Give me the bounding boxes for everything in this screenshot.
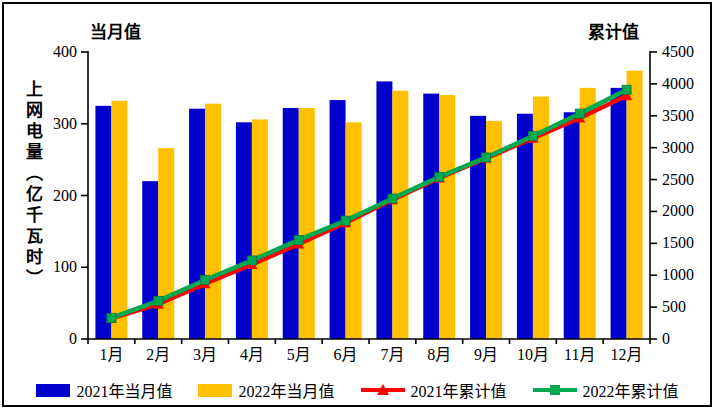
svg-text:8月: 8月	[427, 346, 451, 363]
bar	[252, 119, 268, 339]
bar	[423, 94, 439, 339]
svg-text:200: 200	[53, 187, 77, 204]
svg-text:2500: 2500	[662, 171, 694, 188]
legend-item-2021-cumulative: 2021年累计值	[361, 378, 507, 402]
svg-text:3500: 3500	[662, 107, 694, 124]
bar	[283, 108, 299, 339]
svg-text:2月: 2月	[146, 346, 170, 363]
bar	[470, 116, 486, 339]
svg-text:9月: 9月	[474, 346, 498, 363]
bar	[158, 148, 174, 339]
svg-text:500: 500	[662, 298, 686, 315]
svg-text:12月: 12月	[611, 346, 643, 363]
legend-label-2021-cumulative: 2021年累计值	[411, 378, 507, 402]
svg-text:3月: 3月	[193, 346, 217, 363]
bar	[299, 108, 315, 339]
bar	[205, 104, 221, 339]
legend-swatch-2022-line-square-icon	[533, 383, 577, 397]
legend-label-2022-cumulative: 2022年累计值	[583, 378, 679, 402]
svg-text:1000: 1000	[662, 266, 694, 283]
svg-text:7月: 7月	[380, 346, 404, 363]
legend-swatch-2022-bar-icon	[198, 384, 232, 397]
svg-text:1月: 1月	[99, 346, 123, 363]
bar	[517, 114, 533, 339]
svg-text:4000: 4000	[662, 75, 694, 92]
bar	[580, 88, 596, 339]
bar	[392, 91, 408, 339]
legend-item-2021-monthly: 2021年当月值	[36, 378, 172, 402]
legend-item-2022-monthly: 2022年当月值	[198, 378, 334, 402]
legend-label-2022-monthly: 2022年当月值	[238, 378, 334, 402]
bar	[346, 122, 362, 339]
bar	[439, 95, 455, 339]
bar	[611, 88, 627, 339]
svg-text:4月: 4月	[240, 346, 264, 363]
legend: 2021年当月值 2022年当月值 2021年累计值 2022年累计值	[0, 378, 715, 402]
svg-text:100: 100	[53, 258, 77, 275]
bar	[627, 71, 643, 339]
svg-text:10月: 10月	[517, 346, 549, 363]
bar	[111, 101, 127, 339]
legend-item-2022-cumulative: 2022年累计值	[533, 378, 679, 402]
svg-text:2000: 2000	[662, 202, 694, 219]
svg-text:300: 300	[53, 115, 77, 132]
legend-label-2021-monthly: 2021年当月值	[76, 378, 172, 402]
bar	[376, 81, 392, 339]
svg-text:11月: 11月	[564, 346, 595, 363]
bar	[236, 122, 252, 339]
bar	[564, 112, 580, 339]
bar	[95, 106, 111, 339]
svg-text:400: 400	[53, 43, 77, 60]
legend-swatch-2021-line-triangle-icon	[361, 383, 405, 397]
bar	[189, 109, 205, 339]
svg-text:6月: 6月	[334, 346, 358, 363]
svg-text:0: 0	[662, 330, 670, 347]
bar	[142, 181, 158, 339]
svg-text:3000: 3000	[662, 139, 694, 156]
legend-swatch-2021-bar-icon	[36, 384, 70, 397]
plot-area: 0100200300400050010001500200025003000350…	[0, 0, 715, 410]
svg-text:4500: 4500	[662, 43, 694, 60]
svg-text:0: 0	[69, 330, 77, 347]
svg-text:1500: 1500	[662, 234, 694, 251]
chart-stage: 当月值 累计值 上网电量（亿千瓦时） 010020030040005001000…	[0, 0, 715, 410]
svg-text:5月: 5月	[287, 346, 311, 363]
